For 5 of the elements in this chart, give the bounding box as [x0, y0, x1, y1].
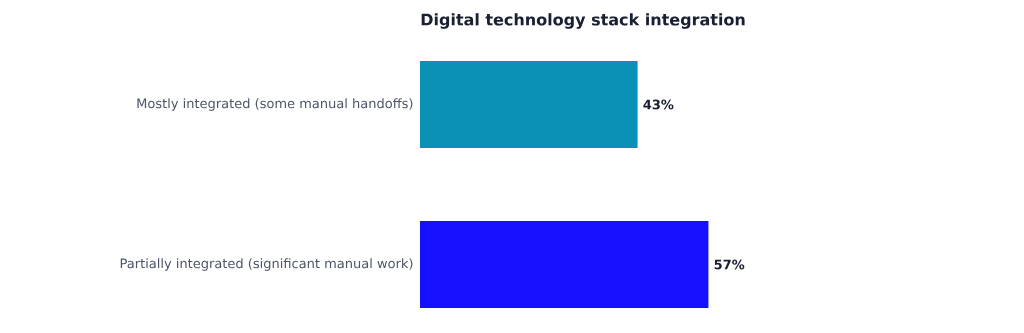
- chart-title: Digital technology stack integration: [421, 13, 745, 29]
- y-tick-label: Partially integrated (significant manual work): [120, 258, 413, 271]
- data-label: 57%: [714, 259, 745, 270]
- data-label: 43%: [643, 99, 674, 110]
- y-tick-label: Mostly integrated (some manual handoffs): [137, 98, 413, 111]
